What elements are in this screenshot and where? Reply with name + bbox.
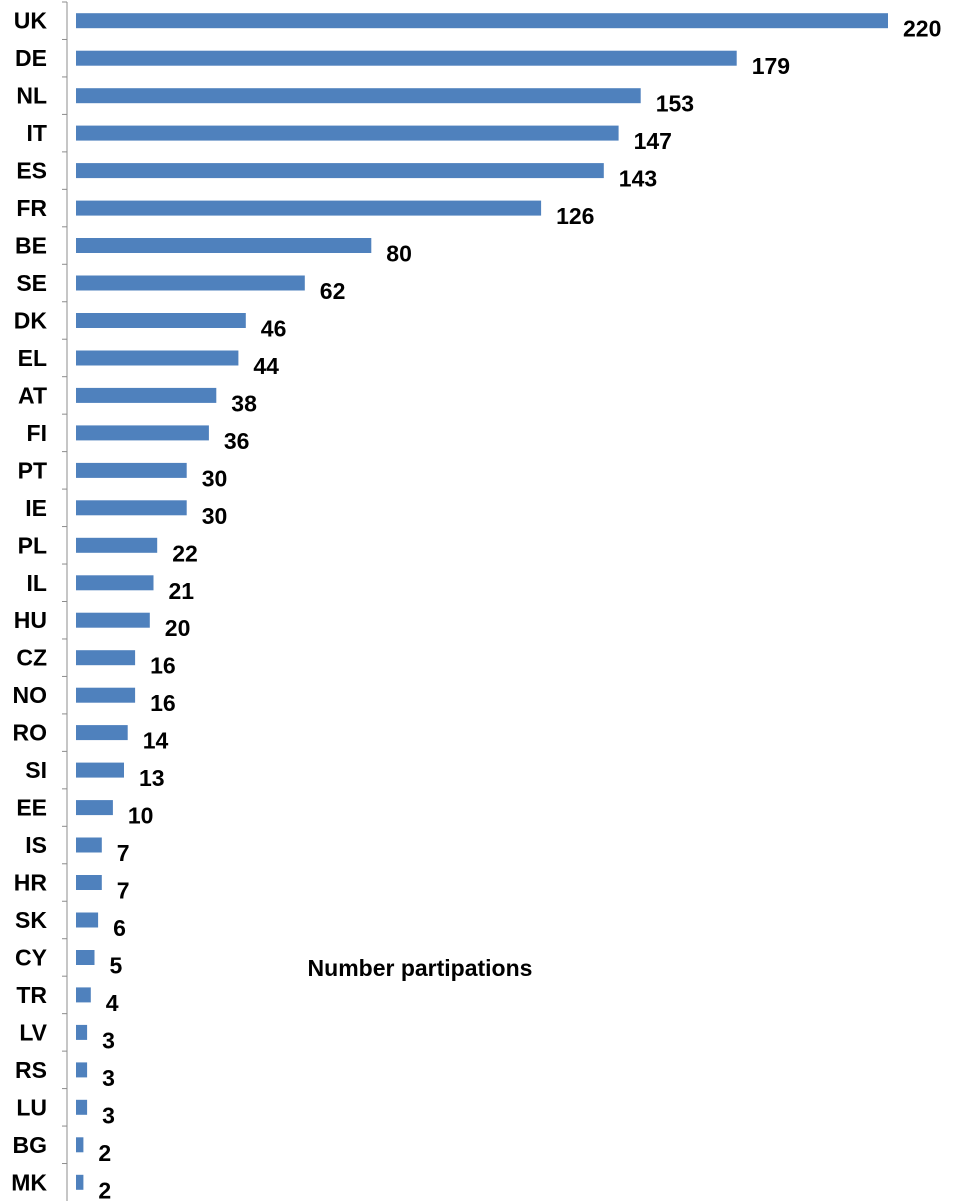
value-label-hr: 7 xyxy=(117,878,130,904)
bar-es xyxy=(76,163,604,179)
value-label-mk: 2 xyxy=(98,1177,111,1201)
category-label-si: SI xyxy=(25,757,47,783)
category-label-hr: HR xyxy=(14,870,48,896)
value-label-ee: 10 xyxy=(128,803,154,829)
bar-be xyxy=(76,238,372,253)
value-label-sk: 6 xyxy=(113,915,126,941)
bar-cy xyxy=(76,950,95,965)
bar-uk xyxy=(76,13,888,29)
bar-il xyxy=(76,575,154,591)
category-label-lu: LU xyxy=(16,1094,47,1120)
value-label-il: 21 xyxy=(169,578,195,604)
bar-pt xyxy=(76,462,187,478)
category-label-tr: TR xyxy=(16,982,47,1008)
value-label-pl: 22 xyxy=(172,540,198,566)
bar-si xyxy=(76,762,124,778)
value-label-at: 38 xyxy=(231,390,257,416)
value-label-bg: 2 xyxy=(98,1140,111,1166)
value-label-es: 143 xyxy=(619,166,657,192)
bar-dk xyxy=(76,313,246,328)
value-label-fr: 126 xyxy=(556,203,594,229)
value-label-dk: 46 xyxy=(261,316,287,342)
category-label-ie: IE xyxy=(25,495,47,521)
category-label-cy: CY xyxy=(15,945,47,971)
value-label-hu: 20 xyxy=(165,615,191,641)
category-label-no: NO xyxy=(13,682,48,708)
bar-hr xyxy=(76,875,102,890)
bar-hu xyxy=(76,612,150,628)
value-label-pt: 30 xyxy=(202,465,228,491)
value-label-ie: 30 xyxy=(202,503,228,529)
category-label-pl: PL xyxy=(18,532,47,558)
value-label-nl: 153 xyxy=(656,91,694,117)
bar-is xyxy=(76,837,102,853)
category-label-el: EL xyxy=(18,345,47,371)
value-label-is: 7 xyxy=(117,840,130,866)
bar-ie xyxy=(76,500,187,516)
value-label-el: 44 xyxy=(253,353,279,379)
category-label-lv: LV xyxy=(19,1019,47,1045)
value-label-cy: 5 xyxy=(110,953,123,979)
category-label-nl: NL xyxy=(16,83,47,109)
value-label-se: 62 xyxy=(320,278,346,304)
category-label-rs: RS xyxy=(15,1057,47,1083)
category-label-es: ES xyxy=(16,158,47,184)
bar-el xyxy=(76,350,239,366)
bar-rs xyxy=(76,1062,88,1078)
category-label-pt: PT xyxy=(18,457,47,483)
category-label-be: BE xyxy=(15,233,47,259)
chart-annotation: Number partipations xyxy=(307,955,533,981)
bar-bg xyxy=(76,1137,84,1153)
bar-se xyxy=(76,275,305,291)
category-label-cz: CZ xyxy=(16,645,47,671)
category-label-ro: RO xyxy=(13,720,48,746)
bar-fi xyxy=(76,425,209,441)
category-label-ee: EE xyxy=(16,795,47,821)
category-label-it: IT xyxy=(27,120,47,146)
bar-pl xyxy=(76,537,158,553)
value-label-be: 80 xyxy=(386,241,412,267)
value-label-rs: 3 xyxy=(102,1065,115,1091)
category-label-at: AT xyxy=(18,382,47,408)
bar-ro xyxy=(76,725,128,741)
bar-tr xyxy=(76,987,91,1003)
bar-at xyxy=(76,387,217,403)
category-label-fi: FI xyxy=(27,420,47,446)
value-label-fi: 36 xyxy=(224,428,250,454)
category-label-mk: MK xyxy=(11,1169,47,1195)
value-label-lv: 3 xyxy=(102,1027,115,1053)
value-label-de: 179 xyxy=(752,53,790,79)
category-label-de: DE xyxy=(15,45,47,71)
bar-nl xyxy=(76,88,641,104)
category-label-hu: HU xyxy=(14,607,47,633)
value-label-uk: 220 xyxy=(903,16,941,42)
bar-it xyxy=(76,125,619,141)
value-label-tr: 4 xyxy=(106,990,119,1016)
bar-lv xyxy=(76,1024,88,1040)
category-label-is: IS xyxy=(25,832,47,858)
category-label-bg: BG xyxy=(13,1132,48,1158)
category-label-se: SE xyxy=(16,270,47,296)
category-label-fr: FR xyxy=(16,195,47,221)
bar-mk xyxy=(76,1174,84,1190)
category-label-uk: UK xyxy=(14,8,48,34)
bar-de xyxy=(76,50,737,66)
bar-cz xyxy=(76,650,136,666)
bar-lu xyxy=(76,1099,88,1115)
category-label-sk: SK xyxy=(15,907,47,933)
value-label-it: 147 xyxy=(634,128,672,154)
value-label-no: 16 xyxy=(150,690,176,716)
bar-ee xyxy=(76,800,113,816)
category-label-dk: DK xyxy=(14,308,48,334)
value-label-ro: 14 xyxy=(143,728,169,754)
bar-fr xyxy=(76,200,542,216)
category-label-il: IL xyxy=(27,570,47,596)
value-label-si: 13 xyxy=(139,765,165,791)
value-label-lu: 3 xyxy=(102,1102,115,1128)
bar-sk xyxy=(76,912,99,928)
bar-no xyxy=(76,687,136,703)
value-label-cz: 16 xyxy=(150,653,176,679)
